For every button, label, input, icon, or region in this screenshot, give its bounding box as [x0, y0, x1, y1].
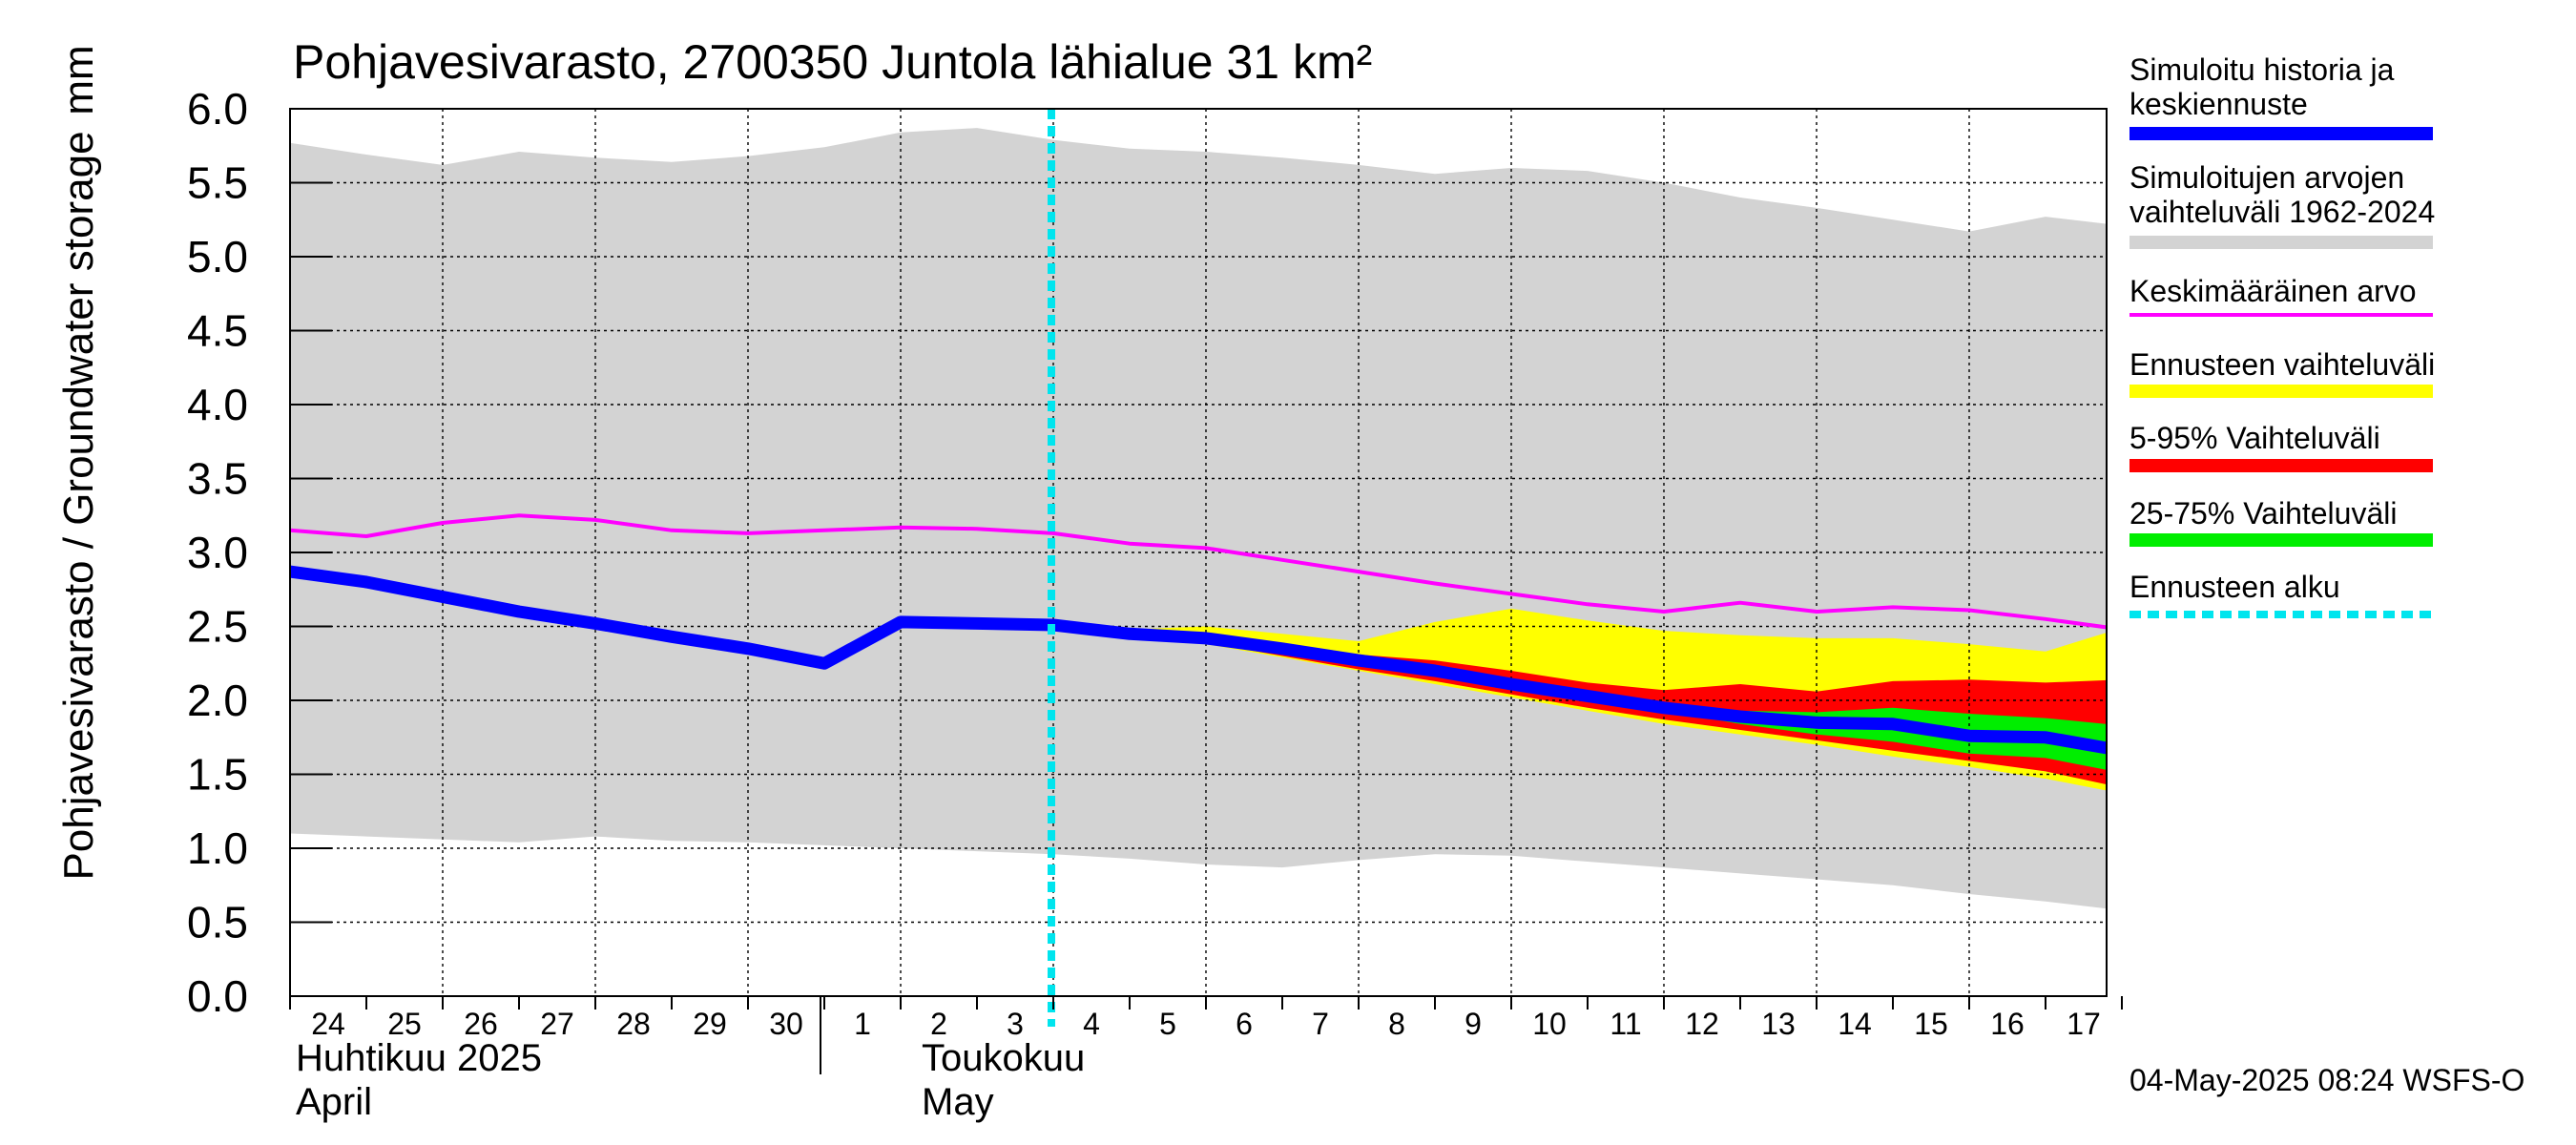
y-tick-label: 5.0 — [187, 232, 248, 281]
x-tick-label: 26 — [464, 1007, 498, 1041]
legend-label: Keskimääräinen arvo — [2129, 274, 2417, 308]
month-label-en: May — [922, 1081, 994, 1123]
x-tick-label: 29 — [693, 1007, 727, 1041]
x-tick-label: 5 — [1159, 1007, 1176, 1041]
plot-area — [290, 109, 2107, 1027]
chart-title: Pohjavesivarasto, 2700350 Juntola lähial… — [293, 35, 1372, 89]
y-tick-label: 0.5 — [187, 898, 248, 947]
grid — [290, 109, 2107, 996]
x-tick-label: 8 — [1388, 1007, 1405, 1041]
legend-label: 5-95% Vaihteluväli — [2129, 421, 2380, 455]
x-tick-label: 12 — [1685, 1007, 1719, 1041]
x-tick-label: 7 — [1312, 1007, 1329, 1041]
legend-label: Ennusteen alku — [2129, 570, 2340, 604]
x-tick-label: 2 — [930, 1007, 947, 1041]
mean-line — [290, 513, 2107, 630]
legend-label: Ennusteen vaihteluväli — [2129, 347, 2435, 382]
y-axis-label: Pohjavesivarasto / Groundwater storage — [55, 131, 102, 880]
legend-label-line: vaihteluväli 1962-2024 — [2129, 195, 2435, 229]
plot-body — [290, 109, 2107, 996]
month-label: Toukokuu — [922, 1037, 1085, 1079]
y-tick-label: 1.0 — [187, 823, 248, 873]
legend-label: Simuloitu historia ja keskiennuste — [2129, 52, 2395, 121]
axes: 0.0 0.5 1.0 1.5 2.0 2.5 3.0 3.5 4.0 4.5 5.0 5.5 6.0 2… — [187, 84, 2123, 1123]
x-tick-label: 15 — [1914, 1007, 1948, 1041]
legend-label-line: keskiennuste — [2129, 87, 2308, 121]
y-tick-label: 3.5 — [187, 454, 248, 504]
legend-label-line: Simuloitujen arvojen — [2129, 160, 2404, 195]
x-tick-label: 24 — [311, 1007, 345, 1041]
legend-label: 25-75% Vaihteluväli — [2129, 496, 2397, 531]
x-tick-label: 17 — [2067, 1007, 2101, 1041]
x-tick-label: 13 — [1761, 1007, 1796, 1041]
x-tick-label: 25 — [387, 1007, 422, 1041]
y-tick-label: 2.0 — [187, 676, 248, 725]
month-label-en: April — [296, 1081, 372, 1123]
y-tick-label: 6.0 — [187, 84, 248, 134]
legend-label-line: Simuloitu historia ja — [2129, 52, 2395, 87]
month-label: Huhtikuu 2025 — [296, 1037, 542, 1079]
x-tick-label: 9 — [1465, 1007, 1482, 1041]
x-tick-label: 11 — [1610, 1007, 1641, 1041]
x-tick-label: 3 — [1007, 1007, 1024, 1041]
x-tick-label: 27 — [540, 1007, 574, 1041]
percentile-5-95-band — [1130, 631, 2107, 785]
y-tick-label: 3.0 — [187, 528, 248, 577]
legend-label: Simuloitujen arvojen vaihteluväli 1962-20… — [2129, 160, 2435, 229]
history-forecast-line — [290, 565, 2107, 755]
y-tick-label: 4.5 — [187, 306, 248, 356]
x-tick-label: 10 — [1532, 1007, 1567, 1041]
x-tick-label: 28 — [616, 1007, 651, 1041]
y-tick-label: 2.5 — [187, 602, 248, 652]
y-tick-label: 5.5 — [187, 158, 248, 208]
y-tick-label: 4.0 — [187, 380, 248, 429]
x-tick-label: 6 — [1236, 1007, 1253, 1041]
x-tick-label: 1 — [854, 1007, 871, 1041]
x-tick-label: 16 — [1990, 1007, 2025, 1041]
y-tick-label: 1.5 — [187, 750, 248, 800]
x-tick-label: 4 — [1083, 1007, 1100, 1041]
x-tick-label: 30 — [769, 1007, 803, 1041]
footer-timestamp: 04-May-2025 08:24 WSFS-O — [2129, 1063, 2524, 1097]
legend: Simuloitu historia ja keskiennusteSimuloi… — [2129, 52, 2435, 618]
x-tick-label: 14 — [1838, 1007, 1872, 1041]
y-tick-label: 0.0 — [187, 971, 248, 1021]
y-axis-unit: mm — [55, 45, 102, 114]
